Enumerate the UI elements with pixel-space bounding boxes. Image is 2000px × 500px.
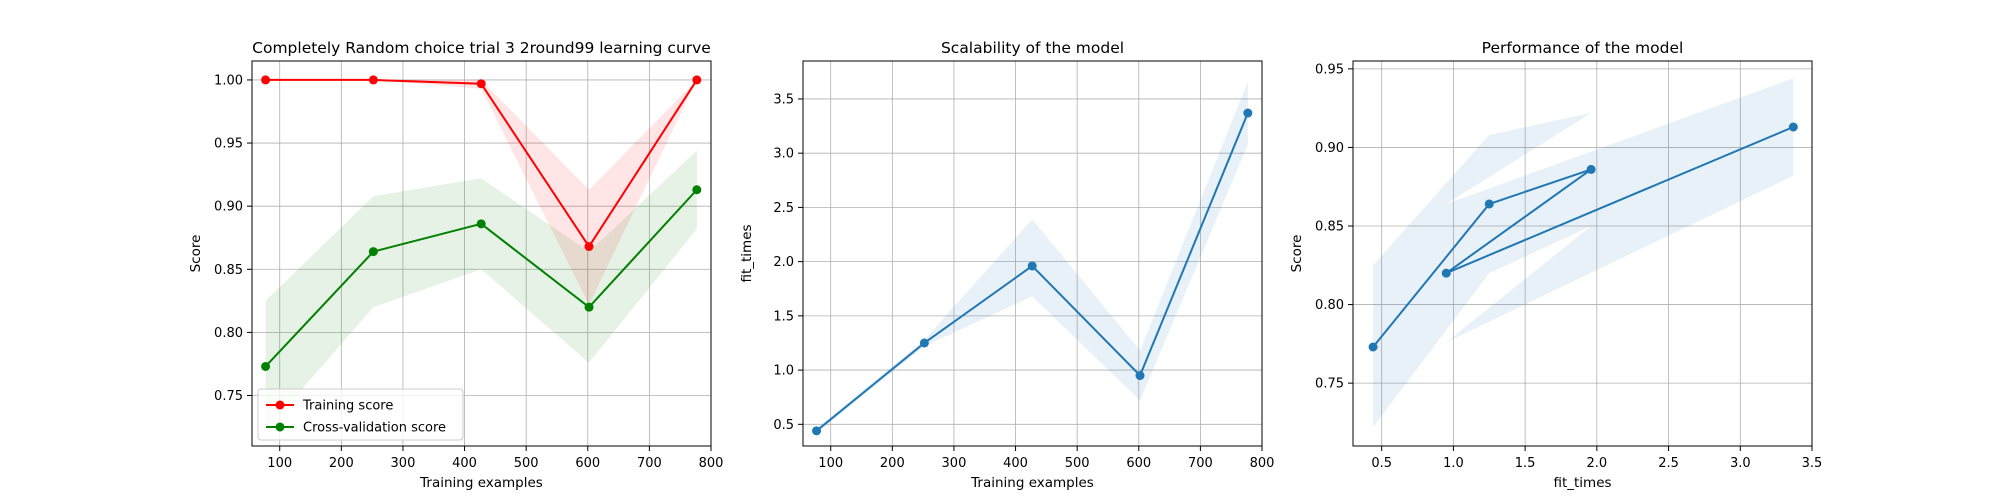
data-point xyxy=(368,247,378,257)
y-axis-label: Score xyxy=(1289,235,1305,273)
legend-label: Training score xyxy=(302,399,393,414)
chart-title: Completely Random choice trial 3 2round9… xyxy=(252,39,711,57)
y-tick-label: 0.5 xyxy=(773,418,794,433)
x-tick-label: 1.5 xyxy=(1515,456,1536,471)
data-point xyxy=(476,79,486,89)
x-tick-label: 600 xyxy=(575,456,600,471)
legend-swatch-marker xyxy=(275,422,285,432)
data-point xyxy=(1441,268,1451,278)
data-point xyxy=(1027,261,1037,271)
y-tick-label: 0.80 xyxy=(214,326,243,341)
x-axis-label: fit_times xyxy=(1553,475,1611,491)
x-tick-label: 200 xyxy=(880,456,905,471)
x-tick-label: 2.0 xyxy=(1587,456,1608,471)
y-tick-label: 0.85 xyxy=(1315,220,1344,235)
data-point xyxy=(692,75,702,85)
y-tick-label: 0.75 xyxy=(1315,377,1344,392)
data-point xyxy=(584,242,594,252)
data-point xyxy=(476,219,486,229)
y-tick-label: 0.85 xyxy=(214,263,243,278)
x-tick-label: 200 xyxy=(329,456,354,471)
x-tick-label: 600 xyxy=(1126,456,1151,471)
y-axis-label: Score xyxy=(188,235,204,273)
chart-title: Scalability of the model xyxy=(941,39,1124,57)
x-tick-label: 0.5 xyxy=(1371,456,1392,471)
x-tick-label: 700 xyxy=(1188,456,1213,471)
y-tick-label: 0.90 xyxy=(214,200,243,215)
data-point xyxy=(368,75,378,85)
x-tick-label: 2.5 xyxy=(1658,456,1679,471)
y-tick-label: 1.5 xyxy=(773,309,794,324)
legend-box xyxy=(257,388,464,441)
legend-swatch-marker xyxy=(275,400,285,410)
y-tick-label: 0.80 xyxy=(1315,298,1344,313)
chart-2: 100 200 300 400 500 600 700 800 0.5 1.0 1.5 2.0 2.5 3… xyxy=(739,39,1274,491)
data-point xyxy=(261,361,271,371)
y-tick-label: 0.90 xyxy=(1315,141,1344,156)
chart-1: 100 200 300 400 500 600 700 800 0.75 0.80 0.85 0.90… xyxy=(188,39,723,491)
data-point xyxy=(1243,108,1253,118)
chart-title: Performance of the model xyxy=(1482,39,1684,57)
x-tick-label: 100 xyxy=(267,456,292,471)
y-tick-label: 0.95 xyxy=(214,137,243,152)
chart-3: 0.5 1.0 1.5 2.0 2.5 3.0 3.5 0.75 0.80 0.85 0.90 0.9… xyxy=(1289,39,1822,491)
legend-label: Cross-validation score xyxy=(303,421,446,436)
data-point xyxy=(1788,122,1798,132)
data-point xyxy=(261,75,271,85)
x-tick-label: 3.5 xyxy=(1802,456,1823,471)
y-tick-label: 2.0 xyxy=(773,255,794,270)
x-tick-label: 500 xyxy=(1065,456,1090,471)
y-tick-label: 3.0 xyxy=(773,147,794,162)
x-axis-label: Training examples xyxy=(419,475,543,491)
x-tick-label: 300 xyxy=(942,456,967,471)
x-tick-label: 500 xyxy=(514,456,539,471)
plot-frame xyxy=(251,60,712,447)
confidence-band xyxy=(265,150,697,431)
x-tick-label: 100 xyxy=(818,456,843,471)
x-axis-label: Training examples xyxy=(970,475,1094,491)
data-point xyxy=(919,338,929,348)
data-point xyxy=(584,302,594,312)
plot-frame xyxy=(802,60,1263,447)
y-tick-label: 0.75 xyxy=(214,389,243,404)
legend: Training score Cross-validation score xyxy=(257,388,464,441)
plot-frame xyxy=(1352,60,1813,447)
x-tick-label: 700 xyxy=(637,456,662,471)
y-tick-label: 0.95 xyxy=(1315,62,1344,77)
y-tick-label: 1.0 xyxy=(773,364,794,379)
data-point xyxy=(1586,164,1596,174)
y-tick-label: 2.5 xyxy=(773,201,794,216)
x-tick-label: 800 xyxy=(1250,456,1275,471)
x-tick-label: 1.0 xyxy=(1443,456,1464,471)
x-tick-label: 300 xyxy=(391,456,416,471)
x-tick-label: 3.0 xyxy=(1730,456,1751,471)
x-tick-label: 400 xyxy=(1003,456,1028,471)
confidence-band xyxy=(1373,78,1794,428)
y-axis-label: fit_times xyxy=(739,224,755,282)
x-tick-label: 800 xyxy=(699,456,724,471)
data-point xyxy=(692,185,702,195)
data-point xyxy=(1135,371,1145,381)
y-tick-label: 3.5 xyxy=(773,92,794,107)
data-point xyxy=(1368,342,1378,352)
x-tick-label: 400 xyxy=(452,456,477,471)
confidence-band xyxy=(816,81,1248,433)
data-point xyxy=(812,426,822,436)
data-point xyxy=(1484,199,1494,209)
y-tick-label: 1.00 xyxy=(214,73,243,88)
